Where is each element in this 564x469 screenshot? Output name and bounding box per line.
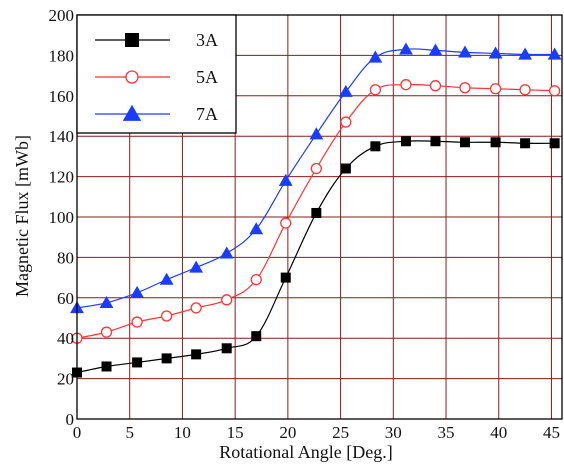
data-point-5A xyxy=(459,82,471,94)
y-axis-title-unit: [mWb] xyxy=(12,135,32,187)
x-tick-label: 15 xyxy=(227,423,244,442)
y-axis-title-main: Magnetic Flux xyxy=(12,187,32,297)
series-3A xyxy=(72,136,560,378)
y-tick-label: 160 xyxy=(49,87,75,106)
y-tick-label: 60 xyxy=(57,289,74,308)
data-point-5A xyxy=(100,326,113,338)
data-point-5A xyxy=(250,273,262,286)
x-tick-label: 20 xyxy=(279,423,296,442)
data-point-3A xyxy=(191,349,202,360)
x-tick-label: 30 xyxy=(385,423,402,442)
plot-frame xyxy=(76,14,563,420)
series-layer xyxy=(70,42,562,378)
data-point-7A xyxy=(338,84,353,97)
x-tick-label: 0 xyxy=(73,423,82,442)
data-point-3A xyxy=(549,138,560,149)
data-point-3A xyxy=(311,207,322,218)
data-point-3A xyxy=(520,138,531,149)
data-point-5A xyxy=(489,83,502,95)
data-point-3A xyxy=(400,136,411,147)
data-point-3A xyxy=(161,353,172,364)
data-point-5A xyxy=(548,85,561,97)
data-point-5A xyxy=(519,84,531,96)
data-point-5A xyxy=(280,217,292,229)
data-point-5A xyxy=(190,302,202,314)
x-tick-label: 35 xyxy=(438,423,455,442)
data-point-3A xyxy=(490,137,501,148)
x-tick-label: 40 xyxy=(490,423,507,442)
x-axis-title: Rotational Angle [Deg.] xyxy=(219,442,392,462)
data-point-3A xyxy=(251,331,262,342)
tick-labels: 0 5 10 15 20 25 30 35 40 45 0 20 40 60 80 100 120 140 160 1… xyxy=(49,6,560,442)
legend-box xyxy=(76,14,237,134)
data-point-3A xyxy=(280,272,291,283)
data-point-5A xyxy=(310,162,322,175)
data-point-7A xyxy=(309,127,324,140)
legend-label-5A: 5A xyxy=(196,67,218,87)
data-point-3A xyxy=(370,141,381,152)
legend-marker-3A xyxy=(125,33,139,47)
data-point-7A xyxy=(219,246,234,259)
data-point-3A xyxy=(132,357,143,368)
data-point-3A xyxy=(221,343,232,354)
data-point-7A xyxy=(368,50,383,63)
data-point-7A xyxy=(428,43,443,56)
legend-marker-7A xyxy=(122,104,142,121)
y-axis-title: Magnetic Flux [mWb] xyxy=(12,135,32,297)
legend-marker-5A xyxy=(125,70,139,84)
data-point-3A xyxy=(430,136,441,147)
data-point-7A xyxy=(488,46,503,59)
data-point-7A xyxy=(99,295,114,309)
legend: 3A 5A 7A xyxy=(76,14,237,134)
x-tick-label: 45 xyxy=(543,423,560,442)
data-point-7A xyxy=(399,42,413,55)
data-point-5A xyxy=(429,80,442,92)
legend-label-7A: 7A xyxy=(196,104,218,124)
data-point-3A xyxy=(460,137,470,148)
x-tick-label: 10 xyxy=(174,423,191,442)
y-tick-label: 40 xyxy=(57,329,74,348)
data-point-3A xyxy=(340,163,351,174)
data-point-5A xyxy=(340,116,352,128)
data-point-3A xyxy=(101,361,112,372)
data-point-7A xyxy=(159,272,174,285)
y-tick-label: 80 xyxy=(57,248,74,267)
plot-border xyxy=(76,14,563,420)
y-tick-label: 140 xyxy=(49,127,75,146)
data-point-7A xyxy=(249,222,264,235)
data-point-5A xyxy=(131,316,143,328)
series-7A xyxy=(70,42,562,314)
x-axis-title-unit: [Deg.] xyxy=(346,442,392,462)
y-tick-label: 200 xyxy=(49,6,75,25)
x-tick-label: 5 xyxy=(125,423,134,442)
data-point-7A xyxy=(189,260,204,273)
data-point-7A xyxy=(278,173,293,186)
data-point-7A xyxy=(458,45,472,58)
data-point-5A xyxy=(221,294,233,306)
y-tick-label: 120 xyxy=(49,168,75,187)
data-point-5A xyxy=(160,310,173,322)
y-tick-label: 100 xyxy=(49,208,75,227)
y-tick-label: 20 xyxy=(57,370,74,389)
x-axis-title-main: Rotational Angle xyxy=(219,442,346,462)
data-point-7A xyxy=(130,285,144,298)
data-point-5A xyxy=(369,84,382,96)
x-tick-label: 25 xyxy=(332,423,349,442)
data-point-5A xyxy=(400,79,412,91)
data-point-7A xyxy=(547,47,562,60)
y-tick-label: 0 xyxy=(66,410,75,429)
y-tick-label: 180 xyxy=(49,46,75,65)
data-point-7A xyxy=(518,47,532,60)
legend-label-3A: 3A xyxy=(196,30,218,50)
